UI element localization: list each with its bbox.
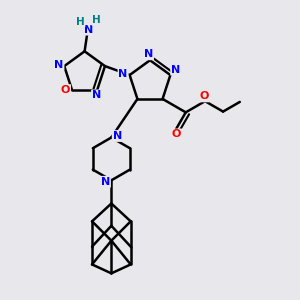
Text: N: N xyxy=(54,60,64,70)
Text: N: N xyxy=(118,68,128,79)
Text: N: N xyxy=(171,65,180,75)
Text: O: O xyxy=(61,85,70,95)
Text: N: N xyxy=(144,49,153,59)
Text: N: N xyxy=(84,25,93,34)
Text: N: N xyxy=(92,90,101,100)
Text: H: H xyxy=(76,16,85,27)
Text: N: N xyxy=(101,177,110,187)
Text: O: O xyxy=(200,92,209,101)
Text: H: H xyxy=(92,15,101,25)
Text: N: N xyxy=(113,131,122,141)
Text: O: O xyxy=(172,129,182,140)
